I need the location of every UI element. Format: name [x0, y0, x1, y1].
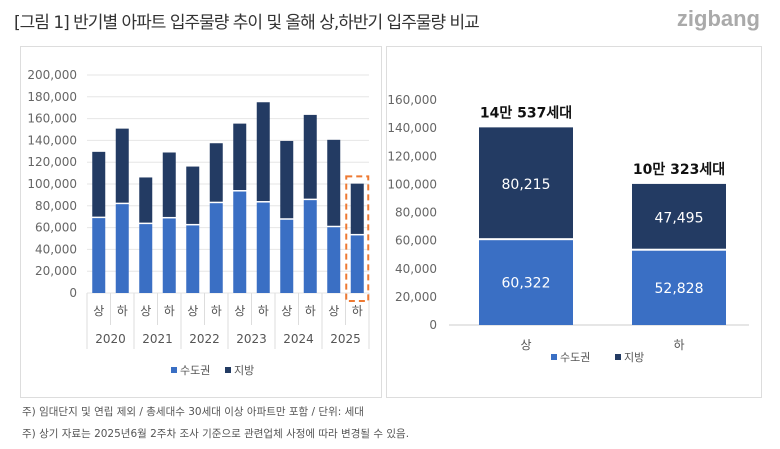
bar-regional — [92, 151, 106, 217]
year-label: 2020 — [95, 332, 126, 346]
y-tick-label: 20,000 — [35, 264, 77, 278]
right-chart-panel: 0 20,000 40,000 60,000 80,000 100,000 120,000 1… — [386, 46, 762, 398]
y-tick-label: 140,000 — [27, 133, 77, 147]
y-tick-label: 20,000 — [395, 290, 437, 304]
total-label: 14만 537세대 — [480, 105, 572, 121]
y-tick-label: 0 — [429, 318, 437, 332]
bar-capital — [303, 200, 317, 293]
legend-label: 수도권 — [180, 364, 210, 377]
bar-capital — [139, 224, 153, 293]
x-tick-label: 상 — [187, 304, 198, 318]
x-tick-label: 상 — [328, 304, 339, 318]
x-tick-label: 하 — [258, 304, 269, 318]
bar-regional — [209, 143, 223, 202]
year-label: 2024 — [283, 332, 314, 346]
year-label: 2025 — [330, 332, 361, 346]
y-tick-label: 100,000 — [387, 177, 437, 191]
bar-regional — [350, 183, 364, 234]
2025-comparison-chart: 0 20,000 40,000 60,000 80,000 100,000 120,000 1… — [387, 93, 749, 364]
x-tick-label: 상 — [140, 304, 151, 318]
bar-regional — [632, 183, 726, 249]
x-tick-label: 하 — [305, 304, 316, 318]
data-label-capital: 60,322 — [502, 276, 551, 292]
year-label: 2021 — [142, 332, 173, 346]
bar-capital — [632, 250, 726, 325]
bar-capital — [479, 240, 573, 325]
x-tick-label: 상 — [93, 304, 104, 318]
y-tick-label: 120,000 — [27, 155, 77, 169]
bar-capital — [256, 202, 270, 293]
bar-capital — [186, 225, 200, 293]
y-tick-label: 80,000 — [35, 199, 77, 213]
note-1: 주) 임대단지 및 연립 제외 / 총세대수 30세대 이상 아파트만 포함 /… — [22, 406, 364, 418]
x-tick-label: 하 — [352, 304, 363, 318]
bar-regional — [479, 127, 573, 239]
y-tick-label: 180,000 — [27, 90, 77, 104]
x-tick-label: 상 — [281, 304, 292, 318]
y-tick-label: 0 — [69, 286, 77, 300]
y-tick-label: 200,000 — [27, 68, 77, 82]
y-tick-label: 160,000 — [387, 93, 437, 107]
left-chart-panel: 0 20,000 40,000 60,000 80,000 100,000 120,000 1… — [20, 46, 382, 398]
legend-swatch — [551, 354, 557, 360]
bar-regional — [327, 139, 341, 226]
y-tick-label: 40,000 — [395, 262, 437, 276]
y-tick-label: 60,000 — [395, 234, 437, 248]
bar-capital — [115, 204, 129, 293]
data-label-regional: 80,215 — [502, 177, 551, 193]
legend-label: 지방 — [234, 364, 254, 377]
zigbang-logo: zigbang — [676, 6, 760, 31]
bar-regional — [233, 123, 247, 191]
data-label-capital: 52,828 — [655, 281, 704, 297]
x-tick-label: 상 — [234, 304, 245, 318]
bar-capital — [92, 218, 106, 293]
bar-regional — [139, 177, 153, 223]
bar-capital — [162, 218, 176, 293]
year-label: 2022 — [189, 332, 220, 346]
bar-regional — [162, 152, 176, 217]
bar-regional — [280, 140, 294, 219]
figure-title: [그림 1] 반기별 아파트 입주물량 추이 및 올해 상,하반기 입주물량 비… — [14, 13, 480, 33]
legend-swatch — [615, 354, 621, 360]
x-tick-label: 상 — [520, 338, 531, 352]
bar-capital — [327, 227, 341, 293]
y-tick-label: 40,000 — [35, 242, 77, 256]
legend-label: 수도권 — [560, 351, 590, 364]
total-label: 10만 323세대 — [633, 162, 725, 178]
x-tick-label: 하 — [117, 304, 128, 318]
legend-swatch — [171, 367, 177, 373]
y-tick-label: 60,000 — [35, 221, 77, 235]
bar-capital — [209, 203, 223, 293]
y-tick-label: 160,000 — [27, 112, 77, 126]
highlight-box — [345, 175, 370, 302]
data-label-regional: 47,495 — [655, 210, 704, 226]
y-tick-label: 80,000 — [395, 206, 437, 220]
half-year-chart: 0 20,000 40,000 60,000 80,000 100,000 120,000 1… — [27, 68, 370, 377]
year-label: 2023 — [236, 332, 267, 346]
bar-capital — [350, 235, 364, 293]
x-tick-label: 하 — [673, 338, 684, 352]
bar-capital — [233, 191, 247, 293]
note-2: 주) 상기 자료는 2025년6월 2주차 조사 기준으로 관련업체 사정에 따… — [22, 428, 410, 440]
x-tick-label: 하 — [164, 304, 175, 318]
bar-capital — [280, 219, 294, 293]
bar-regional — [303, 114, 317, 199]
bar-regional — [256, 102, 270, 202]
y-tick-label: 100,000 — [27, 177, 77, 191]
legend-label: 지방 — [624, 351, 644, 364]
bar-regional — [115, 128, 129, 203]
x-tick-label: 하 — [211, 304, 222, 318]
legend-swatch — [225, 367, 231, 373]
bar-regional — [186, 166, 200, 224]
y-tick-label: 120,000 — [387, 149, 437, 163]
y-tick-label: 140,000 — [387, 121, 437, 135]
